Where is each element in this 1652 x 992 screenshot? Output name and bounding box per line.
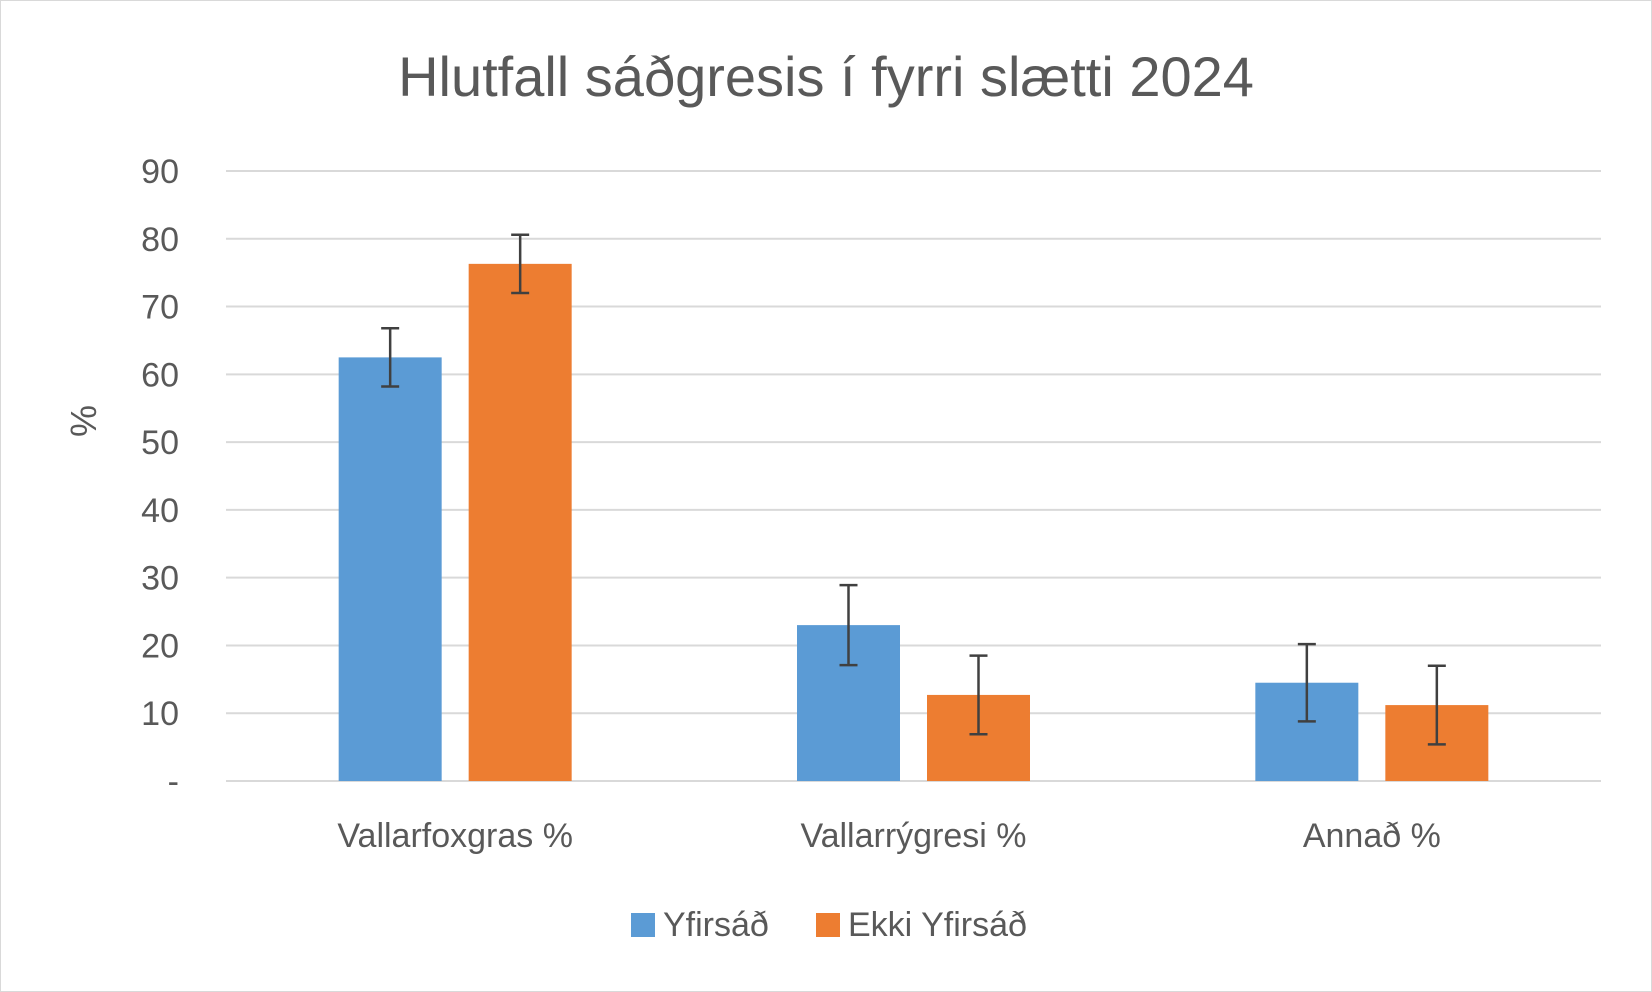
bars xyxy=(338,263,1489,781)
y-axis-ticks: - 10 20 30 40 50 60 70 80 90 xyxy=(141,153,179,801)
y-tick-label: - xyxy=(168,763,179,801)
y-tick-label: 60 xyxy=(141,356,179,394)
legend-label: Yfirsáð xyxy=(663,906,769,944)
legend-swatch xyxy=(631,913,655,937)
x-category-label: Vallarfoxgras % xyxy=(337,817,573,855)
y-tick-label: 70 xyxy=(141,289,179,327)
y-tick-label: 40 xyxy=(141,492,179,530)
legend-label: Ekki Yfirsáð xyxy=(848,906,1027,944)
y-tick-label: 10 xyxy=(141,695,179,733)
y-tick-label: 90 xyxy=(141,153,179,191)
bar xyxy=(468,263,572,781)
x-category-label: Annað % xyxy=(1303,817,1441,855)
chart-title: Hlutfall sáðgresis í fyrri slætti 2024 xyxy=(398,45,1254,108)
legend: Yfirsáð Ekki Yfirsáð xyxy=(631,906,1027,944)
error-bars xyxy=(381,233,1446,746)
y-tick-label: 50 xyxy=(141,424,179,462)
gridlines xyxy=(226,170,1601,782)
y-axis-label: % xyxy=(63,405,104,437)
y-tick-label: 20 xyxy=(141,627,179,665)
x-category-label: Vallarrýgresi % xyxy=(800,817,1026,855)
legend-swatch xyxy=(816,913,840,937)
x-axis-categories: Vallarfoxgras % Vallarrýgresi % Annað % xyxy=(337,817,1440,855)
y-tick-label: 30 xyxy=(141,560,179,598)
bar xyxy=(338,357,442,781)
y-tick-label: 80 xyxy=(141,221,179,259)
